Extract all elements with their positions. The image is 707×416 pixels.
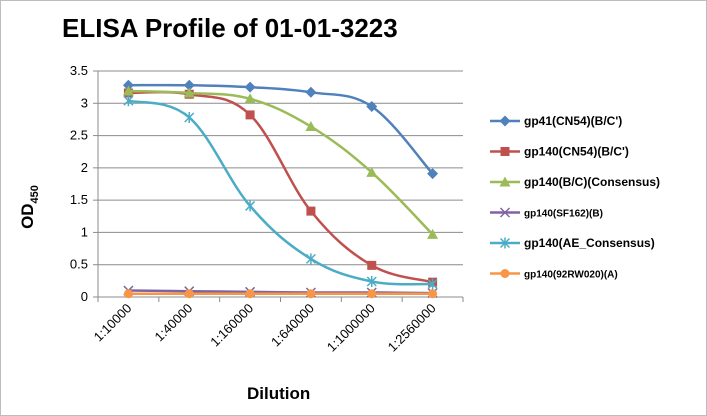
y-tick-label: 3.5 [70, 63, 88, 78]
chart-title: ELISA Profile of 01-01-3223 [62, 13, 398, 43]
legend-label: gp140(B/C)(Consensus) [524, 175, 660, 189]
data-point-marker [427, 278, 438, 290]
legend-item: gp140(SF162)(B) [490, 207, 603, 220]
data-point-marker [305, 121, 317, 132]
data-point-marker [183, 87, 195, 98]
series-6 [123, 289, 438, 299]
series-4 [123, 285, 438, 299]
data-point-marker [428, 289, 438, 299]
series-1 [122, 79, 439, 180]
marker-stroke [499, 207, 511, 218]
data-point-marker [184, 289, 194, 299]
data-point-marker [500, 147, 510, 156]
x-axis-title: Dilution [247, 384, 310, 403]
legend: gp41(CN54)(B/C') gp140(CN54)(B/C') gp140(B… [490, 114, 660, 281]
data-point-marker [123, 95, 134, 107]
data-point-marker [500, 269, 510, 278]
series-5 [123, 95, 438, 290]
data-point-marker [244, 93, 256, 104]
y-tick-label: 1.5 [70, 192, 88, 207]
data-point-marker [366, 276, 377, 288]
legend-label: gp41(CN54)(B/C') [524, 114, 622, 128]
data-point-marker [306, 206, 316, 216]
svg-text:OD450: OD450 [18, 185, 41, 229]
legend-label: gp140(CN54)(B/C') [524, 145, 629, 159]
data-point-marker [499, 207, 511, 218]
series-line [128, 289, 433, 295]
data-point-marker [305, 253, 316, 265]
legend-label: gp140(SF162)(B) [524, 209, 603, 220]
legend-item: gp41(CN54)(B/C') [490, 114, 622, 128]
y-tick-label: 0 [81, 289, 88, 304]
data-point-marker [123, 289, 133, 299]
data-point-marker [367, 260, 377, 270]
legend-item: gp140(B/C)(Consensus) [490, 175, 660, 189]
data-point-marker [245, 200, 256, 212]
data-point-marker [427, 228, 439, 239]
legend-label: gp140(AE_Consensus) [524, 236, 655, 250]
x-tick-label: 1:160000 [207, 301, 256, 350]
data-point-marker [122, 85, 134, 96]
y-axis-ticks: 0 0.5 1 1.5 2 2.5 3 3.5 [70, 63, 98, 304]
data-point-marker [499, 176, 511, 187]
data-point-marker [366, 166, 378, 177]
x-tick-label: 1:2560000 [385, 301, 439, 355]
legend-item: gp140(AE_Consensus) [490, 236, 655, 250]
y-tick-label: 2.5 [70, 128, 88, 143]
data-point-marker [245, 110, 255, 120]
x-axis-ticks: 1:10000 1:40000 1:160000 1:640000 1:1000000 1… [91, 297, 464, 355]
x-tick-label: 1:1000000 [324, 301, 378, 355]
series-group [122, 79, 439, 299]
data-point-marker [183, 79, 195, 91]
y-axis-title: OD450 [18, 185, 41, 229]
data-point-marker [499, 237, 511, 249]
y-tick-label: 2 [81, 160, 88, 175]
y-tick-label: 3 [81, 95, 88, 110]
series-2 [123, 88, 438, 287]
series-line [128, 99, 433, 286]
data-point-marker [184, 111, 195, 123]
data-point-marker [306, 289, 316, 299]
data-point-marker [366, 101, 378, 113]
data-point-marker [244, 81, 256, 93]
gridlines [98, 70, 463, 266]
x-tick-label: 1:640000 [268, 301, 317, 350]
data-point-marker [427, 168, 439, 180]
data-point-marker [305, 86, 317, 98]
legend-item: gp140(92RW020)(A) [490, 269, 618, 281]
x-tick-label: 1:10000 [91, 301, 135, 345]
y-axis-title-main: OD [18, 203, 37, 229]
legend-label: gp140(92RW020)(A) [524, 270, 618, 281]
data-point-marker [122, 79, 134, 91]
legend-item: gp140(CN54)(B/C') [490, 145, 629, 159]
axes [97, 71, 463, 298]
series-3 [122, 85, 439, 239]
y-tick-label: 1 [81, 224, 88, 239]
data-point-marker [245, 289, 255, 299]
y-axis-title-subscript: 450 [29, 185, 41, 203]
x-tick-label: 1:40000 [152, 301, 196, 345]
y-tick-label: 0.5 [70, 257, 88, 272]
data-point-marker [499, 115, 511, 127]
data-point-marker [367, 289, 377, 299]
